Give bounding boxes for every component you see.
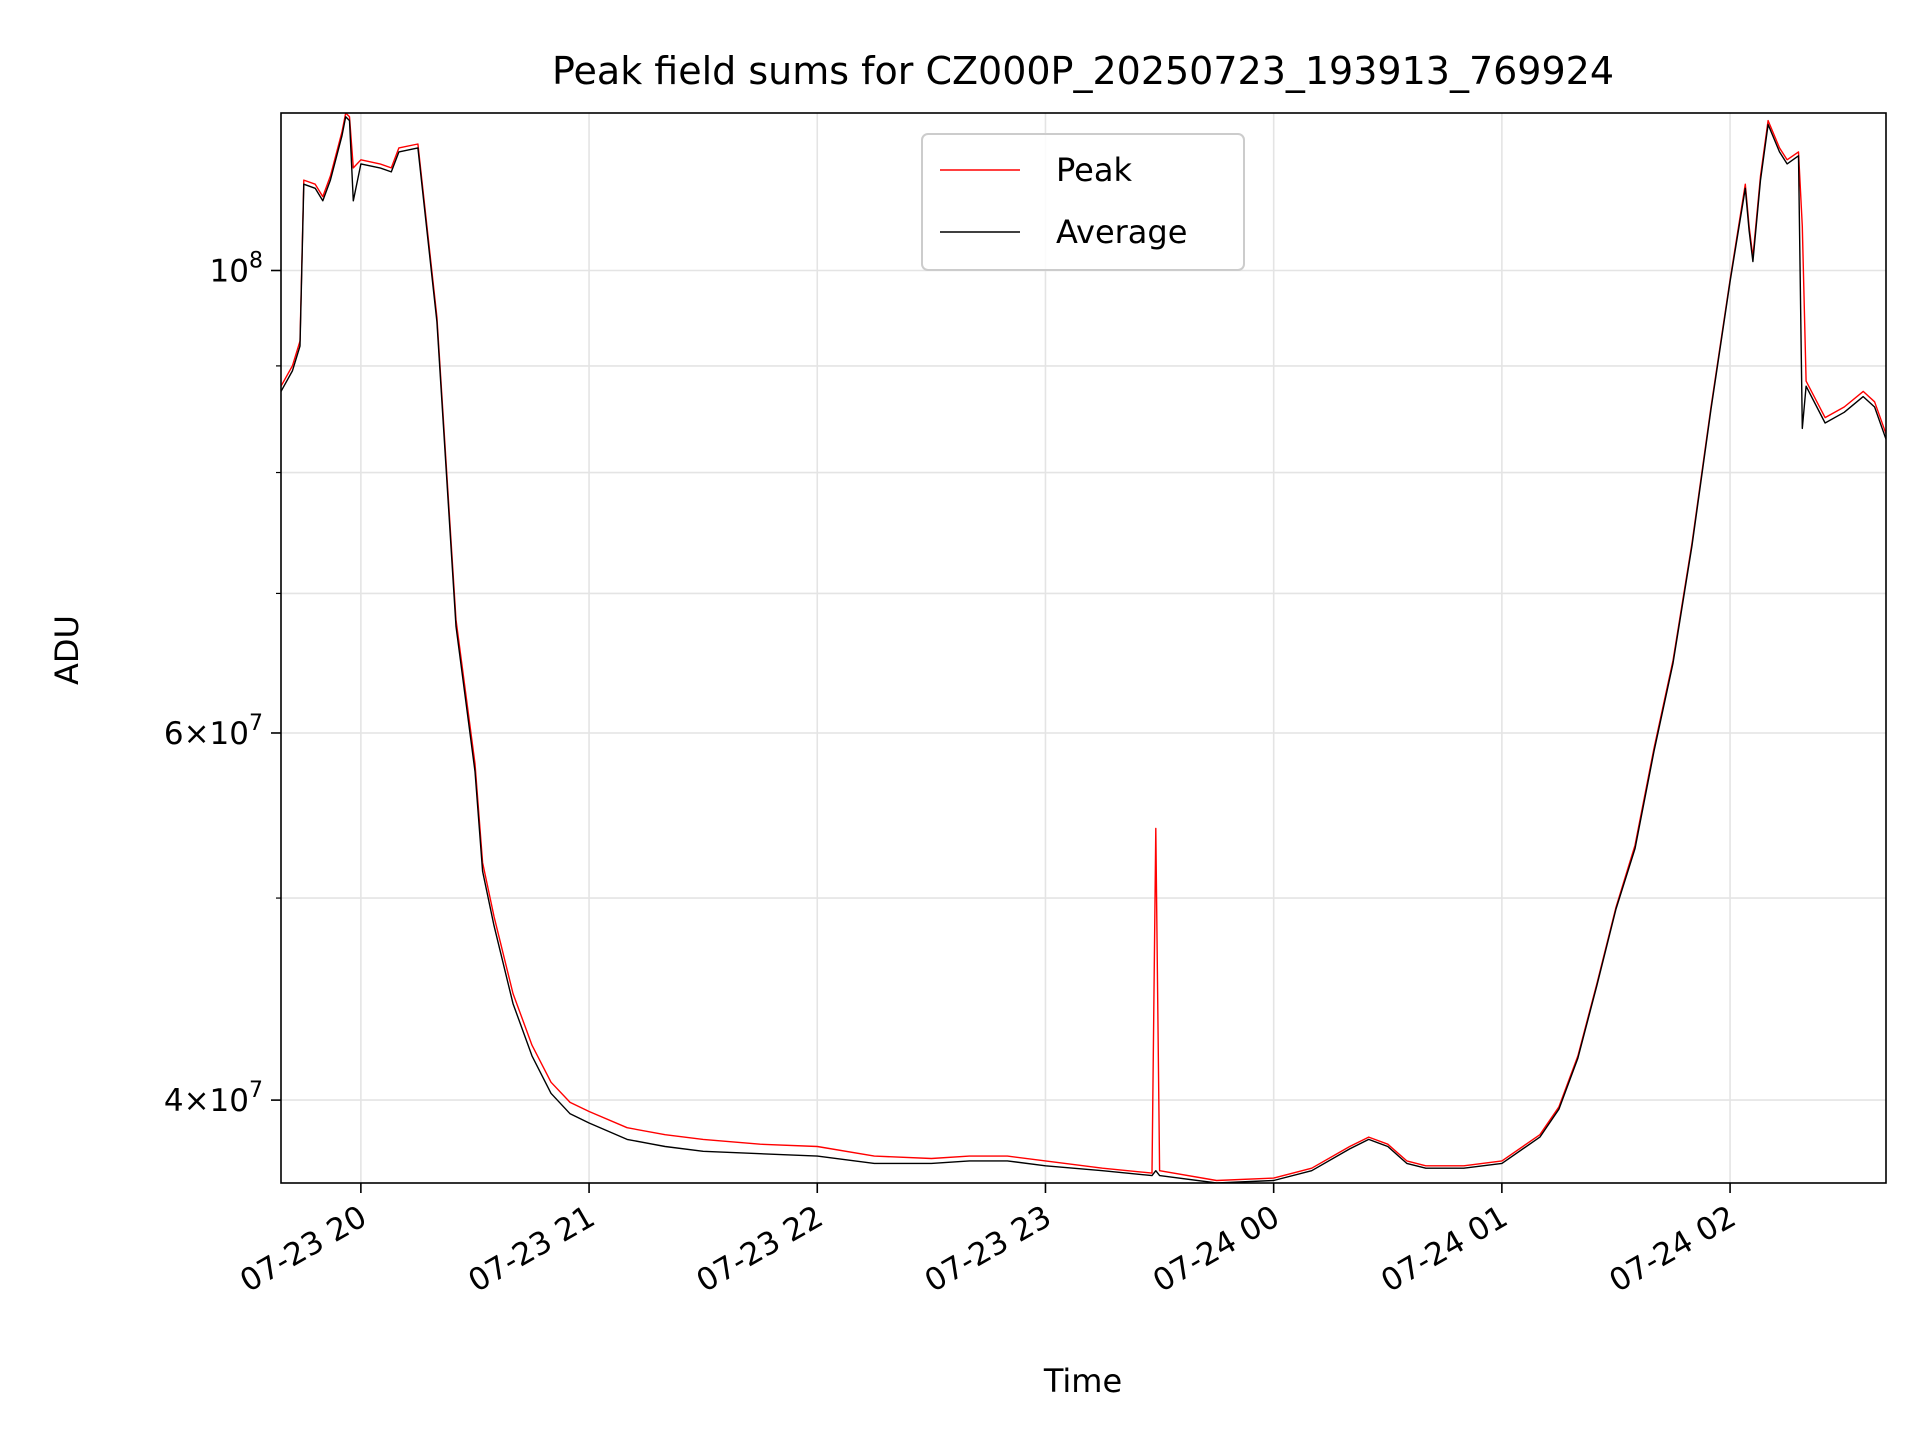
legend-box [921,133,1245,271]
chart-title: Peak field sums for CZ000P_20250723_1939… [552,49,1614,93]
legend-label-average: Average [1056,213,1187,251]
y-tick-label: 4×107 [164,1078,263,1119]
y-tick-label: 6×107 [164,711,263,752]
series-line-average [281,116,1886,1183]
legend: Peak Average [921,133,1245,271]
plot-frame [280,112,1887,1184]
legend-label-peak: Peak [1056,151,1132,189]
series-lines [281,113,1886,1183]
x-axis-label: Time [1043,1362,1122,1400]
y-axis-label: ADU [48,615,86,685]
